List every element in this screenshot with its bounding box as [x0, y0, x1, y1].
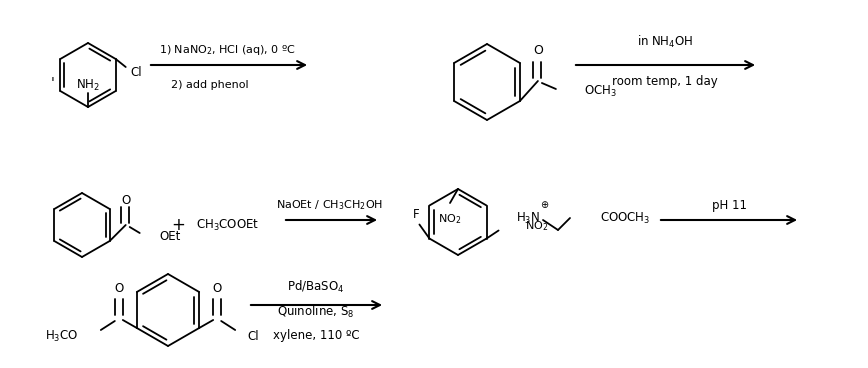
Text: OCH$_3$: OCH$_3$	[584, 84, 617, 99]
Text: Cl: Cl	[247, 329, 259, 343]
Text: ': '	[50, 76, 54, 90]
Text: O: O	[115, 282, 123, 294]
Text: 2) add phenol: 2) add phenol	[171, 80, 249, 90]
Text: H$_3$CO: H$_3$CO	[45, 329, 79, 344]
Text: Cl: Cl	[130, 67, 141, 79]
Text: xylene, 110 ºC: xylene, 110 ºC	[273, 329, 359, 342]
Text: NO$_2$: NO$_2$	[438, 212, 462, 226]
Text: O: O	[533, 45, 542, 57]
Text: $\oplus$: $\oplus$	[541, 199, 549, 210]
Text: Quinoline, S$_8$: Quinoline, S$_8$	[277, 304, 355, 320]
Text: O: O	[122, 194, 130, 206]
Text: COOCH$_3$: COOCH$_3$	[600, 210, 650, 226]
Text: O: O	[213, 282, 222, 294]
Text: F: F	[413, 208, 420, 221]
Text: CH$_3$COOEt: CH$_3$COOEt	[196, 217, 260, 233]
Text: in NH$_4$OH: in NH$_4$OH	[637, 34, 694, 50]
Text: NH$_2$: NH$_2$	[76, 77, 100, 92]
Text: OEt: OEt	[160, 230, 181, 244]
Text: pH 11: pH 11	[713, 198, 747, 212]
Text: H$_3$N: H$_3$N	[516, 210, 540, 226]
Text: NaOEt / CH$_3$CH$_2$OH: NaOEt / CH$_3$CH$_2$OH	[276, 198, 384, 212]
Text: +: +	[171, 216, 185, 234]
Text: Pd/BaSO$_4$: Pd/BaSO$_4$	[287, 279, 345, 295]
Text: NO$_2$: NO$_2$	[524, 220, 548, 233]
Text: room temp, 1 day: room temp, 1 day	[612, 75, 718, 88]
Text: 1) NaNO$_2$, HCl (aq), 0 ºC: 1) NaNO$_2$, HCl (aq), 0 ºC	[160, 43, 297, 57]
